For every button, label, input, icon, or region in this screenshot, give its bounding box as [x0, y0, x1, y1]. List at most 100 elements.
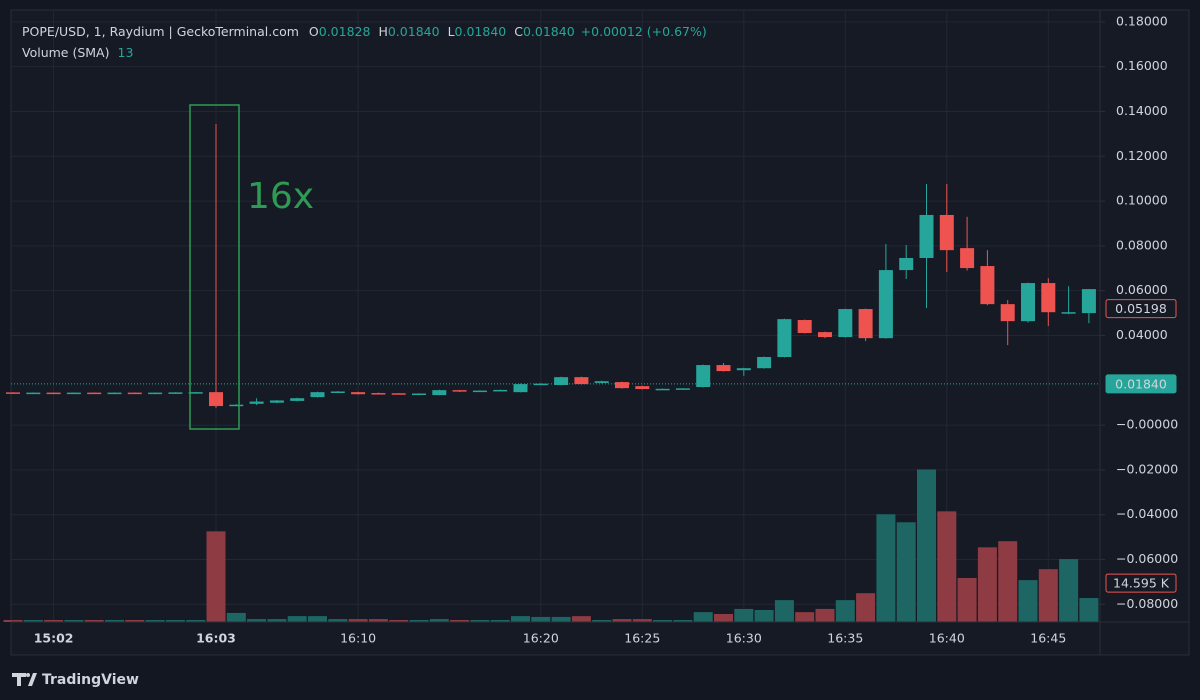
y-tick-label: −0.08000	[1116, 596, 1178, 611]
candle-body	[127, 392, 142, 395]
candle-body	[26, 392, 41, 395]
candle-body	[615, 382, 629, 389]
candle-body	[899, 257, 914, 271]
candle-body	[432, 390, 447, 396]
volume-bar	[693, 612, 713, 622]
volume-bar	[937, 511, 957, 622]
candle-body	[533, 383, 548, 386]
volume-legend: Volume (SMA) 13	[22, 45, 133, 60]
volume-bar	[856, 593, 876, 622]
volume-tag: 14.595 K	[1113, 576, 1170, 591]
volume-bar	[632, 619, 652, 622]
y-tick-label: 0.06000	[1116, 282, 1168, 297]
candle-body	[66, 392, 81, 395]
volume-legend-name: Volume (SMA)	[22, 45, 110, 60]
y-tick-label: −0.00000	[1116, 417, 1178, 432]
candle-body	[168, 392, 183, 394]
x-tick-label: 16:10	[340, 631, 376, 646]
candle-body	[148, 392, 163, 395]
volume-bar	[328, 619, 348, 622]
candle-body	[493, 389, 508, 392]
candle-body	[818, 332, 832, 338]
legend-header: POPE/USD, 1, Raydium | GeckoTerminal.com…	[22, 24, 707, 39]
brand: TradingView	[42, 672, 139, 688]
candle-body	[330, 391, 345, 393]
candle-body	[838, 309, 853, 338]
volume-bar	[490, 620, 510, 622]
brand-logo	[12, 673, 37, 686]
y-tick-label: 0.10000	[1116, 193, 1168, 208]
volume-bar	[1059, 559, 1079, 622]
volume-bar	[368, 619, 388, 622]
volume-bar	[44, 620, 64, 622]
volume-bar	[977, 547, 997, 622]
legend-key: O	[309, 24, 319, 39]
volume-bar	[612, 619, 632, 622]
y-tick-label: −0.06000	[1116, 551, 1178, 566]
annotation-text: 16x	[247, 176, 314, 217]
volume-bar	[592, 620, 612, 622]
volume-bar	[247, 619, 267, 622]
candle-body	[412, 393, 426, 396]
y-tick-label: −0.04000	[1116, 506, 1178, 521]
y-tick-label: 0.12000	[1116, 148, 1168, 163]
volume-bar	[876, 514, 896, 622]
y-tick-label: 0.18000	[1116, 13, 1168, 28]
volume-bar	[287, 616, 307, 622]
y-tick-label: −0.02000	[1116, 461, 1178, 476]
candle-body	[757, 356, 772, 369]
volume-bar	[145, 620, 165, 622]
volume-bar	[653, 620, 673, 622]
candle-body	[452, 390, 467, 392]
volume-bar	[917, 469, 936, 622]
candle-body	[1000, 304, 1015, 322]
candle-body	[777, 319, 792, 357]
volume-bar	[571, 616, 591, 622]
volume-bar	[125, 620, 145, 622]
legend-value: 0.01840	[523, 24, 575, 39]
volume-bar	[389, 620, 409, 622]
candle-body	[290, 398, 305, 401]
x-tick-label: 16:25	[624, 631, 660, 646]
candle-body	[188, 392, 203, 394]
volume-bar	[795, 612, 815, 622]
volume-bar	[23, 620, 43, 622]
legend-title: POPE/USD, 1, Raydium | GeckoTerminal.com	[22, 24, 299, 39]
candle-body	[736, 368, 751, 371]
candle-body	[919, 214, 934, 258]
legend-key: H	[378, 24, 387, 39]
candle-body	[249, 401, 264, 404]
volume-bar	[470, 620, 490, 622]
volume-bar	[165, 620, 185, 622]
candle-body	[574, 377, 589, 385]
volume-legend-value: 13	[118, 45, 134, 60]
candle-body	[675, 388, 690, 390]
volume-bar	[835, 600, 855, 622]
candle-body	[858, 309, 873, 339]
candle-body	[371, 393, 386, 395]
candle-body	[554, 377, 569, 385]
candle-body	[716, 365, 731, 372]
candle-body	[6, 392, 20, 394]
volume-bar	[754, 610, 774, 622]
volume-bar	[734, 608, 754, 622]
volume-bar	[84, 620, 104, 622]
candle-body	[878, 270, 893, 339]
volume-bar	[1038, 569, 1058, 622]
last-price-tag-box	[1105, 374, 1177, 394]
candle-body	[939, 214, 954, 251]
legend-change: +0.00012 (+0.67%)	[581, 24, 707, 39]
volume-bar	[896, 522, 916, 622]
volume-bar	[511, 616, 530, 622]
legend-value: 0.01828	[319, 24, 371, 39]
x-tick-label: 16:45	[1030, 631, 1066, 646]
volume-bar	[815, 608, 835, 622]
candle-body	[472, 390, 487, 393]
candle-body	[209, 392, 223, 407]
candle-body	[960, 248, 975, 269]
x-tick-label: 15:02	[34, 631, 74, 646]
volume-bar	[998, 541, 1018, 622]
volume-bar	[64, 620, 84, 622]
price-tag: 0.05198	[1115, 301, 1167, 316]
